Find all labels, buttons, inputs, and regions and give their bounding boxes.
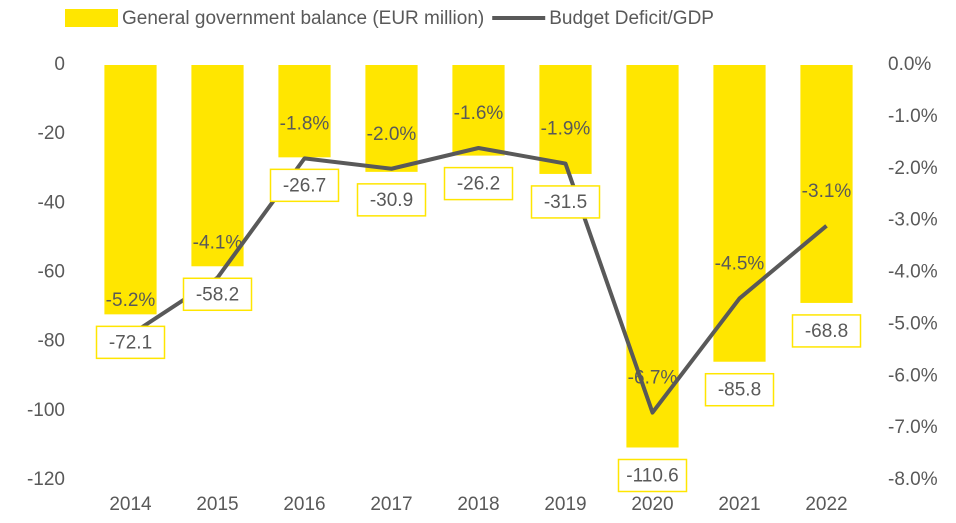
x-tick-label: 2020 (631, 494, 673, 515)
data-label: -85.8 (718, 380, 761, 401)
data-label: -2.0% (367, 124, 417, 145)
data-label: -3.1% (802, 181, 852, 202)
data-label-box (530, 185, 601, 219)
y2-tick-label: -4.0% (888, 262, 938, 283)
y2-tick-label: 0.0% (888, 54, 931, 75)
bar (713, 65, 766, 362)
y2-tick-label: -1.0% (888, 106, 938, 127)
y-tick-label: -20 (38, 123, 65, 144)
data-label-box (704, 372, 775, 407)
y-tick-label: 0 (54, 54, 65, 75)
data-label: -1.8% (280, 113, 330, 134)
legend-label: General government balance (EUR million) (122, 8, 484, 29)
y-tick-label: -120 (27, 469, 65, 490)
legend-label: Budget Deficit/GDP (549, 8, 714, 29)
data-label: -6.7% (628, 368, 678, 389)
bar (539, 65, 592, 174)
data-label-box (617, 458, 688, 493)
data-label-box (443, 166, 514, 201)
y2-tick-label: -6.0% (888, 365, 938, 386)
line (129, 146, 828, 415)
data-label: -4.5% (715, 253, 765, 274)
bar (104, 65, 157, 315)
bar (278, 65, 331, 158)
x-tick-label: 2017 (370, 494, 412, 515)
data-label: -26.7 (283, 175, 326, 196)
y-tick-label: -100 (27, 400, 65, 421)
data-label: -72.1 (109, 332, 152, 353)
data-label: -31.5 (544, 192, 587, 213)
bar (365, 65, 418, 172)
x-tick-label: 2019 (544, 494, 586, 515)
x-tick-label: 2021 (718, 494, 760, 515)
legend-swatch (65, 9, 118, 27)
x-tick-label: 2022 (805, 494, 847, 515)
data-label-box (182, 277, 253, 312)
data-label: -110.6 (626, 466, 678, 487)
x-tick-label: 2015 (196, 494, 238, 515)
bar (191, 65, 244, 267)
y-tick-label: -60 (38, 262, 65, 283)
data-label: -58.2 (196, 284, 239, 305)
y2-tick-label: -3.0% (888, 210, 938, 231)
y2-tick-label: -2.0% (888, 158, 938, 179)
x-tick-label: 2014 (109, 494, 152, 515)
y-tick-label: -40 (38, 192, 65, 213)
data-label-box (791, 314, 862, 348)
data-label: -5.2% (106, 290, 156, 311)
data-label-box (356, 183, 427, 217)
data-label: -30.9 (370, 190, 413, 211)
x-tick-label: 2018 (457, 494, 499, 515)
data-label: -26.2 (457, 174, 500, 195)
y2-tick-label: -8.0% (888, 469, 938, 490)
data-label-box (95, 325, 166, 360)
data-label: -1.9% (541, 119, 591, 140)
bar (452, 65, 505, 156)
bar (626, 65, 679, 448)
y-tick-label: -80 (38, 331, 65, 352)
data-label-box (269, 168, 340, 203)
data-label: -1.6% (454, 103, 504, 124)
data-label: -4.1% (193, 233, 243, 254)
bar (800, 65, 853, 303)
y2-tick-label: -7.0% (888, 417, 938, 438)
x-tick-label: 2016 (283, 494, 325, 515)
data-label: -68.8 (805, 321, 848, 342)
y2-tick-label: -5.0% (888, 313, 938, 334)
